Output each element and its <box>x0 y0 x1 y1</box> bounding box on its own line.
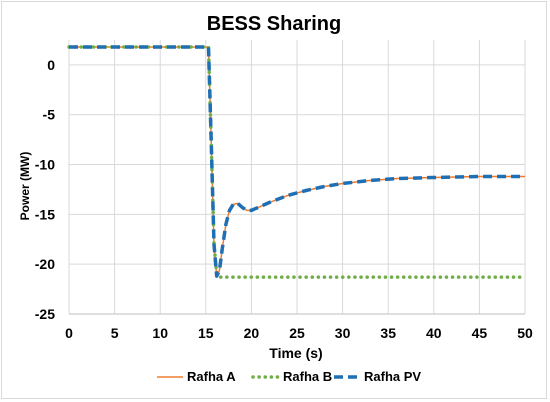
series-line-rafha-b <box>67 45 527 279</box>
x-tick-label: 20 <box>244 325 260 341</box>
legend-label-rafha-a: Rafha A <box>187 369 236 384</box>
y-tick-label: -5 <box>43 107 56 123</box>
y-tick-label: -20 <box>35 256 55 272</box>
legend-label-rafha-b: Rafha B <box>283 369 332 384</box>
x-tick-label: 50 <box>517 325 533 341</box>
y-tick-label: -25 <box>35 306 55 322</box>
legend: Rafha A Rafha B Rafha PV <box>157 369 421 384</box>
x-tick-label: 10 <box>152 325 168 341</box>
y-tick-label: 0 <box>47 57 55 73</box>
axes: 0 -5 -10 -15 -20 -25 0 5 10 15 20 25 30 35 40 45 50 <box>35 57 533 341</box>
series-group <box>67 45 527 279</box>
y-axis-label: Power (MW) <box>18 152 32 221</box>
legend-label-rafha-pv: Rafha PV <box>364 369 421 384</box>
x-tick-label: 5 <box>111 325 119 341</box>
x-tick-label: 25 <box>289 325 305 341</box>
x-tick-label: 45 <box>472 325 488 341</box>
chart-title: BESS Sharing <box>207 13 341 35</box>
x-tick-label: 40 <box>426 325 442 341</box>
y-tick-label: -15 <box>35 206 55 222</box>
series-line-rafha-pv <box>69 45 525 278</box>
y-tick-label: -10 <box>35 157 55 173</box>
x-axis-label: Time (s) <box>269 345 322 361</box>
x-tick-label: 35 <box>380 325 396 341</box>
x-tick-label: 30 <box>335 325 351 341</box>
x-tick-label: 0 <box>65 325 73 341</box>
x-tick-label: 15 <box>198 325 214 341</box>
